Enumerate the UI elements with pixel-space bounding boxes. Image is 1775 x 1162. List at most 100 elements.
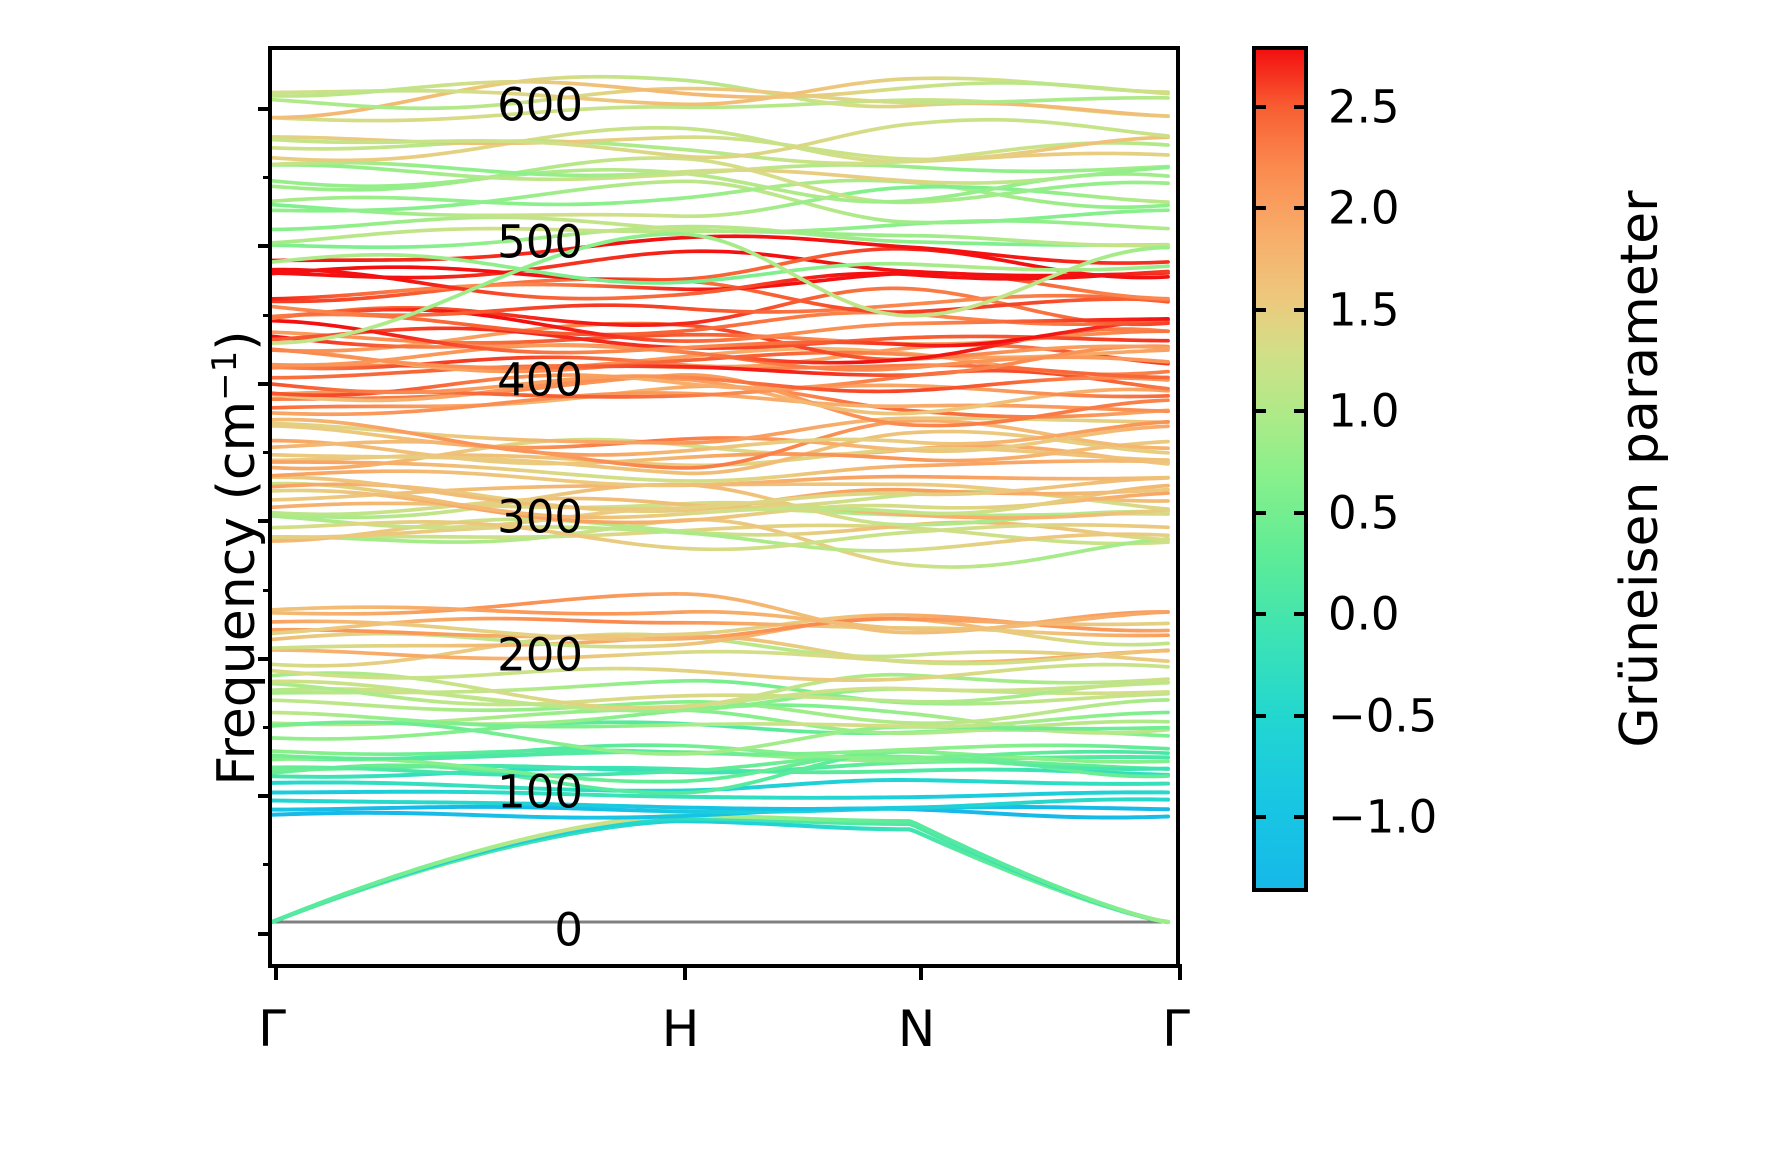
band-curve (272, 249, 1170, 280)
colorbar-tick-label: −1.0 (1328, 790, 1438, 844)
x-tick-label: H (661, 1000, 700, 1058)
band-curve (272, 754, 1170, 778)
band-curve (272, 232, 1170, 345)
band-curve (272, 224, 1170, 250)
band-curve (272, 429, 1170, 476)
band-curve (272, 804, 1171, 815)
band-curve (272, 743, 1170, 761)
band-curve (272, 156, 1170, 205)
band-curve (272, 139, 1170, 166)
y-tick-label: 400 (497, 353, 583, 407)
y-tick-minor (263, 176, 272, 180)
band-curve (272, 797, 1171, 811)
band-curve (272, 481, 1170, 520)
band-curve (272, 424, 1170, 454)
colorbar-title: Grüneisen parameter (1610, 190, 1670, 748)
x-tick (1178, 964, 1182, 980)
band-curve (272, 743, 1170, 757)
y-tick-minor (263, 313, 272, 317)
colorbar-tick (1294, 510, 1308, 515)
band-curve (272, 321, 1170, 362)
band-curve (272, 488, 1170, 525)
x-tick-label: Γ (258, 1000, 286, 1058)
colorbar-tick-label: 2.5 (1328, 80, 1400, 134)
band-curve (272, 376, 1170, 416)
band-curve (272, 344, 1170, 377)
band-curve (272, 117, 1170, 160)
y-tick-label: 600 (497, 78, 583, 132)
y-tick-label: 300 (497, 490, 583, 544)
band-curve (272, 616, 1170, 642)
band-curve (272, 789, 1171, 800)
band-curve (272, 267, 1170, 301)
y-tick-label: 0 (554, 903, 583, 957)
colorbar-tick (1294, 206, 1308, 211)
x-tick (918, 964, 923, 980)
colorbar-tick (1294, 612, 1308, 617)
colorbar-tick-label: −0.5 (1328, 689, 1438, 743)
y-tick-label: 100 (497, 765, 583, 819)
colorbar-tick (1252, 104, 1266, 109)
plot-area (272, 50, 1176, 964)
band-curve (272, 750, 1170, 784)
band-curve (272, 79, 1170, 99)
y-tick-minor (263, 588, 272, 592)
band-curve (272, 813, 1171, 925)
colorbar-tick (1294, 409, 1308, 414)
band-curve (272, 438, 1170, 466)
band-curve (272, 475, 1170, 511)
band-structure-axes: Frequency (cm−1) (205, 46, 1182, 980)
band-curve (272, 184, 1170, 219)
y-tick-major (258, 931, 272, 936)
band-curve (272, 662, 1170, 683)
colorbar-tick (1252, 713, 1266, 718)
band-curve (272, 816, 1171, 925)
band-curve (272, 517, 1170, 569)
band-curve (272, 525, 1170, 553)
band-curve (272, 469, 1170, 488)
band-curve (272, 179, 1170, 225)
y-tick-label: 200 (497, 628, 583, 682)
y-tick-major (258, 244, 272, 249)
colorbar-tick (1252, 409, 1266, 414)
x-tick (274, 964, 278, 980)
band-curve (272, 373, 1170, 428)
band-curve (272, 318, 1170, 355)
band-curve (272, 86, 1170, 111)
band-curve (272, 178, 1170, 210)
y-tick-minor (263, 863, 272, 867)
colorbar-tick-label: 1.5 (1328, 283, 1400, 337)
band-curve (272, 160, 1170, 185)
band-curve (272, 616, 1170, 638)
band-curve (272, 74, 1170, 120)
colorbar-gradient (1256, 50, 1304, 888)
colorbar-tick (1294, 713, 1308, 718)
y-tick-major (258, 794, 272, 799)
colorbar-tick (1252, 612, 1266, 617)
band-curve (272, 500, 1170, 520)
colorbar-tick (1252, 206, 1266, 211)
band-curve (272, 286, 1170, 327)
colorbar-container: 2.5 2.0 1.5 1.0 0.5 0.0 −0.5 −1.0 (1252, 46, 1437, 892)
band-curve (272, 523, 1170, 546)
y-tick-minor (263, 725, 272, 729)
colorbar-tick-label: 0.5 (1328, 486, 1400, 540)
colorbar-tick (1294, 104, 1308, 109)
y-tick-major (258, 519, 272, 524)
x-tick-label: N (897, 1000, 936, 1058)
band-curve (272, 374, 1170, 395)
y-tick-label: 500 (497, 215, 583, 269)
band-curve (272, 234, 1170, 265)
y-tick-minor (263, 451, 272, 455)
band-curve (272, 246, 1170, 283)
colorbar-tick-label: 2.0 (1328, 181, 1400, 235)
colorbar-tick (1252, 307, 1266, 312)
x-tick-label: Γ (1162, 1000, 1190, 1058)
colorbar-tick (1252, 510, 1266, 515)
band-curve (272, 126, 1170, 164)
band-lines (272, 74, 1171, 925)
colorbar-tick (1294, 307, 1308, 312)
band-curve (272, 293, 1170, 318)
band-curve (272, 720, 1170, 756)
